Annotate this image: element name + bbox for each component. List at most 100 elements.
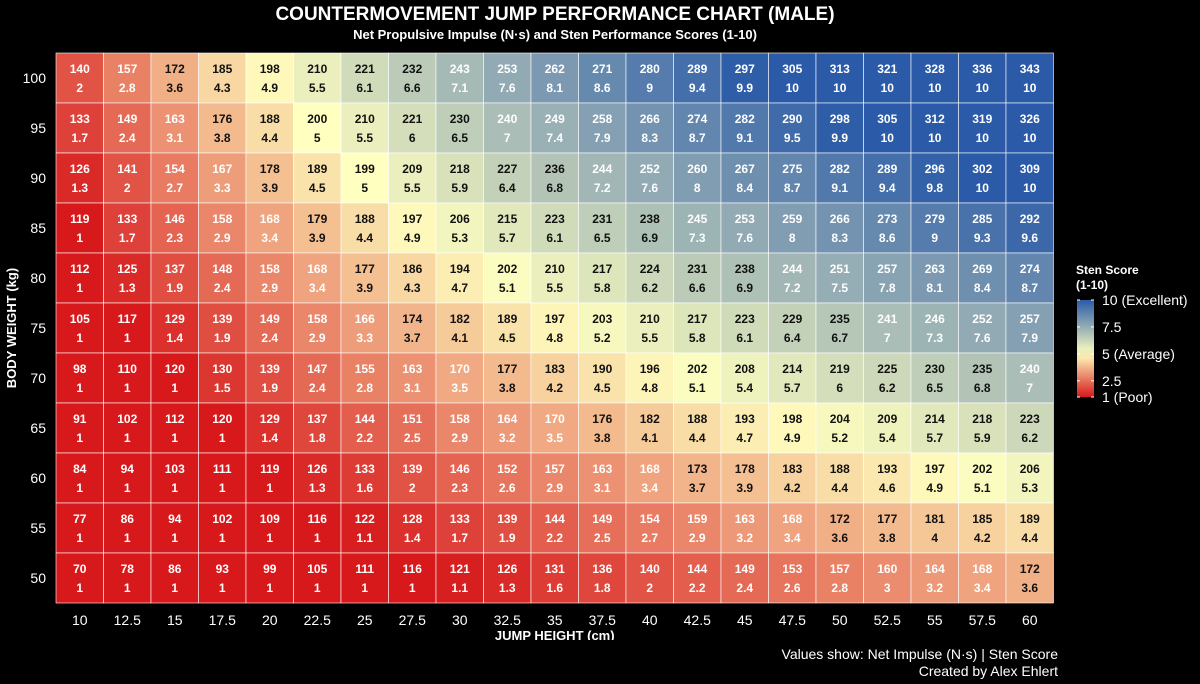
cell-impulse-label: 244 bbox=[592, 162, 612, 176]
heatmap-cell bbox=[815, 502, 864, 554]
cell-sten-label: 1.9 bbox=[261, 381, 278, 395]
heatmap-cell bbox=[958, 502, 1007, 554]
heatmap-cell bbox=[435, 452, 484, 504]
heatmap-cell bbox=[815, 252, 864, 304]
cell-impulse-label: 178 bbox=[735, 462, 755, 476]
x-tick-label: 55 bbox=[927, 612, 943, 628]
cell-sten-label: 5.5 bbox=[309, 81, 326, 95]
cell-impulse-label: 253 bbox=[735, 212, 755, 226]
x-tick-label: 52.5 bbox=[874, 612, 901, 628]
cell-impulse-label: 259 bbox=[782, 212, 802, 226]
cell-impulse-label: 282 bbox=[830, 162, 850, 176]
cell-sten-label: 3.8 bbox=[214, 131, 231, 145]
heatmap-cell bbox=[910, 52, 959, 104]
cell-impulse-label: 197 bbox=[925, 462, 945, 476]
cell-impulse-label: 313 bbox=[830, 62, 850, 76]
x-tick-label: 22.5 bbox=[304, 612, 331, 628]
cell-impulse-label: 218 bbox=[450, 162, 470, 176]
cell-sten-label: 3.9 bbox=[309, 231, 326, 245]
heatmap-cell bbox=[435, 252, 484, 304]
cell-sten-label: 1.3 bbox=[309, 481, 326, 495]
heatmap-cell bbox=[340, 402, 389, 454]
heatmap-cell bbox=[245, 52, 294, 104]
cell-sten-label: 2.4 bbox=[309, 381, 326, 395]
heatmap-cell bbox=[150, 252, 199, 304]
cell-impulse-label: 133 bbox=[117, 212, 137, 226]
cell-sten-label: 7.6 bbox=[974, 331, 991, 345]
cell-sten-label: 10 bbox=[1023, 81, 1037, 95]
heatmap-cell bbox=[150, 402, 199, 454]
cell-sten-label: 1 bbox=[124, 481, 131, 495]
heatmap-cell bbox=[1005, 202, 1054, 254]
cell-impulse-label: 133 bbox=[450, 512, 470, 526]
cell-sten-label: 1.3 bbox=[119, 281, 136, 295]
heatmap-cell bbox=[625, 552, 674, 604]
cell-sten-label: 5 bbox=[361, 181, 368, 195]
heatmap-cell bbox=[578, 102, 627, 154]
cell-impulse-label: 144 bbox=[355, 412, 375, 426]
cell-impulse-label: 91 bbox=[73, 412, 87, 426]
cell-impulse-label: 235 bbox=[830, 312, 850, 326]
cell-sten-label: 1 bbox=[124, 581, 131, 595]
heatmap-cell bbox=[1005, 302, 1054, 354]
heatmap-cell bbox=[198, 152, 247, 204]
cell-impulse-label: 102 bbox=[212, 512, 232, 526]
cell-sten-label: 6.4 bbox=[499, 181, 516, 195]
cell-sten-label: 3.8 bbox=[499, 381, 516, 395]
cell-impulse-label: 198 bbox=[782, 412, 802, 426]
heatmap-cell bbox=[340, 52, 389, 104]
cell-impulse-label: 336 bbox=[972, 62, 992, 76]
cell-sten-label: 2.9 bbox=[546, 481, 563, 495]
heatmap-cell bbox=[340, 302, 389, 354]
cell-impulse-label: 112 bbox=[165, 412, 185, 426]
cell-impulse-label: 223 bbox=[735, 312, 755, 326]
heatmap-cell bbox=[815, 52, 864, 104]
heatmap-cell bbox=[673, 52, 722, 104]
heatmap-cell bbox=[103, 302, 152, 354]
heatmap-cell bbox=[578, 402, 627, 454]
heatmap-cell bbox=[863, 302, 912, 354]
x-tick-label: 40 bbox=[642, 612, 658, 628]
cell-sten-label: 1 bbox=[171, 481, 178, 495]
cell-sten-label: 5.9 bbox=[974, 431, 991, 445]
cell-sten-label: 1.4 bbox=[261, 431, 278, 445]
cell-impulse-label: 110 bbox=[118, 362, 138, 376]
heatmap-cell bbox=[530, 302, 579, 354]
cell-sten-label: 1.9 bbox=[214, 331, 231, 345]
cell-impulse-label: 200 bbox=[307, 112, 327, 126]
cell-impulse-label: 151 bbox=[402, 412, 422, 426]
cell-sten-label: 2.6 bbox=[499, 481, 516, 495]
cell-impulse-label: 262 bbox=[545, 62, 565, 76]
cell-impulse-label: 168 bbox=[307, 262, 327, 276]
cell-sten-label: 7.3 bbox=[689, 231, 706, 245]
cell-sten-label: 7.6 bbox=[736, 231, 753, 245]
x-tick-label: 17.5 bbox=[209, 612, 236, 628]
heatmap-cell bbox=[293, 52, 342, 104]
heatmap-cell bbox=[388, 552, 437, 604]
y-tick-label: 100 bbox=[23, 70, 47, 86]
cell-sten-label: 1 bbox=[361, 581, 368, 595]
heatmap-cell bbox=[530, 402, 579, 454]
cell-sten-label: 8.1 bbox=[926, 281, 943, 295]
cell-impulse-label: 86 bbox=[168, 562, 182, 576]
cell-sten-label: 3.6 bbox=[166, 81, 183, 95]
cell-sten-label: 5.3 bbox=[1021, 481, 1038, 495]
heatmap-cell bbox=[958, 152, 1007, 204]
cell-sten-label: 1 bbox=[76, 481, 83, 495]
cell-sten-label: 4.2 bbox=[784, 481, 801, 495]
heatmap-cell bbox=[435, 52, 484, 104]
cell-impulse-label: 120 bbox=[212, 412, 232, 426]
cell-sten-label: 6.9 bbox=[736, 281, 753, 295]
heatmap-cell bbox=[958, 252, 1007, 304]
cell-sten-label: 5.5 bbox=[546, 281, 563, 295]
cell-sten-label: 3.1 bbox=[166, 131, 183, 145]
cell-sten-label: 1 bbox=[124, 331, 131, 345]
cell-impulse-label: 285 bbox=[972, 212, 992, 226]
cell-impulse-label: 140 bbox=[640, 562, 660, 576]
cell-impulse-label: 266 bbox=[830, 212, 850, 226]
heatmap-cell bbox=[435, 302, 484, 354]
cell-sten-label: 6 bbox=[836, 381, 843, 395]
cell-sten-label: 10 bbox=[1023, 181, 1037, 195]
cell-impulse-label: 224 bbox=[640, 262, 660, 276]
cell-sten-label: 7.9 bbox=[1021, 331, 1038, 345]
